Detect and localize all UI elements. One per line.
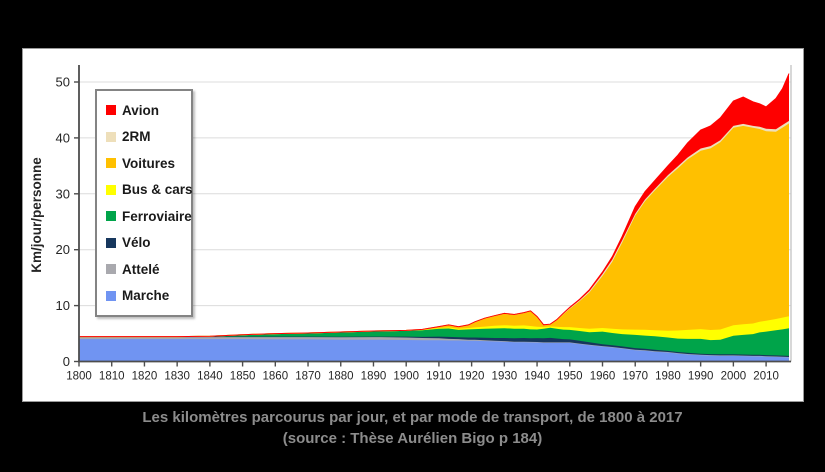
x-tick-label-1900: 1900	[393, 371, 419, 383]
area-deux-rm	[79, 120, 789, 337]
x-tick-label-2000: 2000	[721, 371, 747, 383]
area-velo	[79, 336, 789, 357]
legend-label-deux-rm: 2RM	[122, 129, 151, 145]
legend-item-ferroviaire: Ferroviaire	[106, 208, 192, 224]
y-tick-label-20: 20	[56, 242, 70, 257]
legend-swatch-deux-rm	[106, 131, 116, 142]
legend-swatch-marche	[106, 290, 116, 301]
x-tick-label-1910: 1910	[426, 371, 452, 383]
x-tick-label-1850: 1850	[230, 371, 256, 383]
legend-label-bus-cars: Bus & cars	[122, 182, 193, 198]
y-tick-label-10: 10	[56, 298, 70, 313]
legend-swatch-voitures	[106, 158, 116, 169]
x-tick-label-2010: 2010	[753, 371, 779, 383]
area-bus-cars	[79, 316, 789, 341]
area-attele	[79, 336, 789, 357]
x-tick-label-1880: 1880	[328, 371, 354, 383]
legend-label-marche: Marche	[122, 288, 170, 304]
legend-item-marche: Marche	[106, 288, 191, 303]
legend: Avion 2RM Voitures Bus & cars Ferroviaire Vél…	[95, 89, 193, 317]
legend-label-avion: Avion	[122, 102, 159, 118]
x-tick-label-1970: 1970	[622, 371, 648, 383]
x-tick-label-1890: 1890	[361, 371, 387, 383]
area-voitures	[79, 123, 789, 337]
caption-line-1: Les kilomètres parcourus par jour, et pa…	[142, 409, 683, 426]
x-tick-label-1820: 1820	[132, 371, 158, 383]
x-tick-label-1920: 1920	[459, 371, 485, 383]
legend-label-attele: Attelé	[122, 261, 160, 277]
chart-panel: 0 10 20 30 40 50 1800 1810 1820 1830 1840 1850 1860 1…	[22, 48, 804, 402]
x-tick-label-1840: 1840	[197, 371, 223, 383]
x-tick-label-1810: 1810	[99, 371, 125, 383]
legend-item-attele: Attelé	[106, 262, 191, 277]
legend-item-avion: Avion	[106, 103, 191, 118]
x-tick-label-1960: 1960	[590, 371, 616, 383]
legend-swatch-velo	[106, 237, 116, 248]
x-tick-label-1870: 1870	[295, 371, 321, 383]
area-ferroviaire	[79, 327, 789, 356]
legend-label-voitures: Voitures	[122, 155, 176, 171]
y-tick-label-40: 40	[56, 130, 70, 145]
caption-line-2: (source : Thèse Aurélien Bigo p 184)	[282, 430, 543, 447]
legend-swatch-ferroviaire	[106, 211, 116, 222]
legend-label-ferroviaire: Ferroviaire	[122, 208, 192, 224]
y-tick-label-0: 0	[63, 354, 70, 369]
x-tick-label-1800: 1800	[66, 371, 92, 383]
x-tick-label-1990: 1990	[688, 371, 714, 383]
legend-swatch-attele	[106, 264, 116, 275]
x-tick-label-1950: 1950	[557, 371, 583, 383]
legend-item-bus-cars: Bus & cars	[106, 182, 193, 198]
y-tick-label-50: 50	[56, 75, 70, 90]
area-marche	[79, 339, 789, 362]
x-tick-label-1980: 1980	[655, 371, 681, 383]
area-top-line-avion	[79, 73, 790, 338]
y-tick-label-30: 30	[56, 186, 70, 201]
x-tick-label-1930: 1930	[492, 371, 518, 383]
legend-item-voitures: Voitures	[106, 156, 191, 171]
legend-swatch-avion	[106, 105, 116, 116]
x-tick-label-1860: 1860	[263, 371, 289, 383]
x-tick-label-1940: 1940	[524, 371, 550, 383]
legend-swatch-bus-cars	[106, 184, 116, 195]
x-tick-label-1830: 1830	[164, 371, 190, 383]
legend-item-velo: Vélo	[106, 235, 191, 250]
legend-item-deux-rm: 2RM	[106, 129, 191, 144]
legend-label-velo: Vélo	[122, 235, 151, 251]
caption: Les kilomètres parcourus par jour, et pa…	[0, 407, 825, 449]
y-axis-title: Km/jour/personne	[29, 157, 44, 273]
